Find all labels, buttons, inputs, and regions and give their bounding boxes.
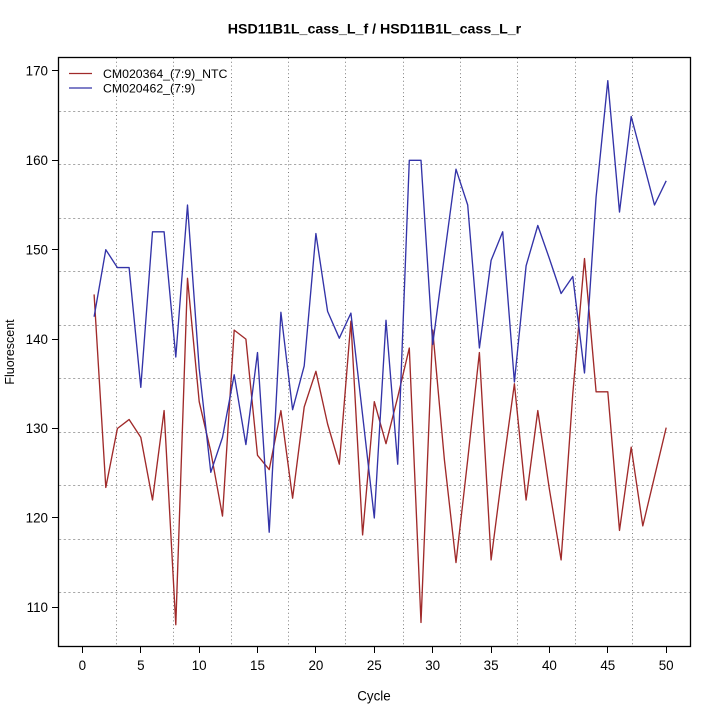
svg-text:35: 35	[484, 658, 499, 673]
svg-text:130: 130	[26, 421, 48, 436]
svg-text:10: 10	[192, 658, 207, 673]
svg-text:120: 120	[26, 511, 48, 526]
svg-text:0: 0	[79, 658, 86, 673]
svg-text:25: 25	[367, 658, 382, 673]
svg-text:30: 30	[425, 658, 440, 673]
svg-text:Cycle: Cycle	[357, 689, 390, 704]
svg-text:5: 5	[137, 658, 144, 673]
svg-text:CM020364_(7:9)_NTC: CM020364_(7:9)_NTC	[103, 67, 228, 81]
svg-text:160: 160	[26, 153, 48, 168]
svg-text:20: 20	[308, 658, 323, 673]
svg-text:45: 45	[600, 658, 615, 673]
svg-text:170: 170	[26, 64, 48, 79]
svg-text:Fluorescent: Fluorescent	[3, 319, 17, 385]
svg-text:140: 140	[26, 332, 48, 347]
svg-text:50: 50	[659, 658, 674, 673]
svg-text:15: 15	[250, 658, 265, 673]
svg-text:HSD11B1L_cass_L_f / HSD11B1L_c: HSD11B1L_cass_L_f / HSD11B1L_cass_L_r	[228, 22, 522, 38]
svg-text:150: 150	[26, 242, 48, 257]
svg-text:40: 40	[542, 658, 557, 673]
svg-text:110: 110	[27, 600, 48, 615]
svg-text:CM020462_(7:9): CM020462_(7:9)	[103, 82, 195, 96]
